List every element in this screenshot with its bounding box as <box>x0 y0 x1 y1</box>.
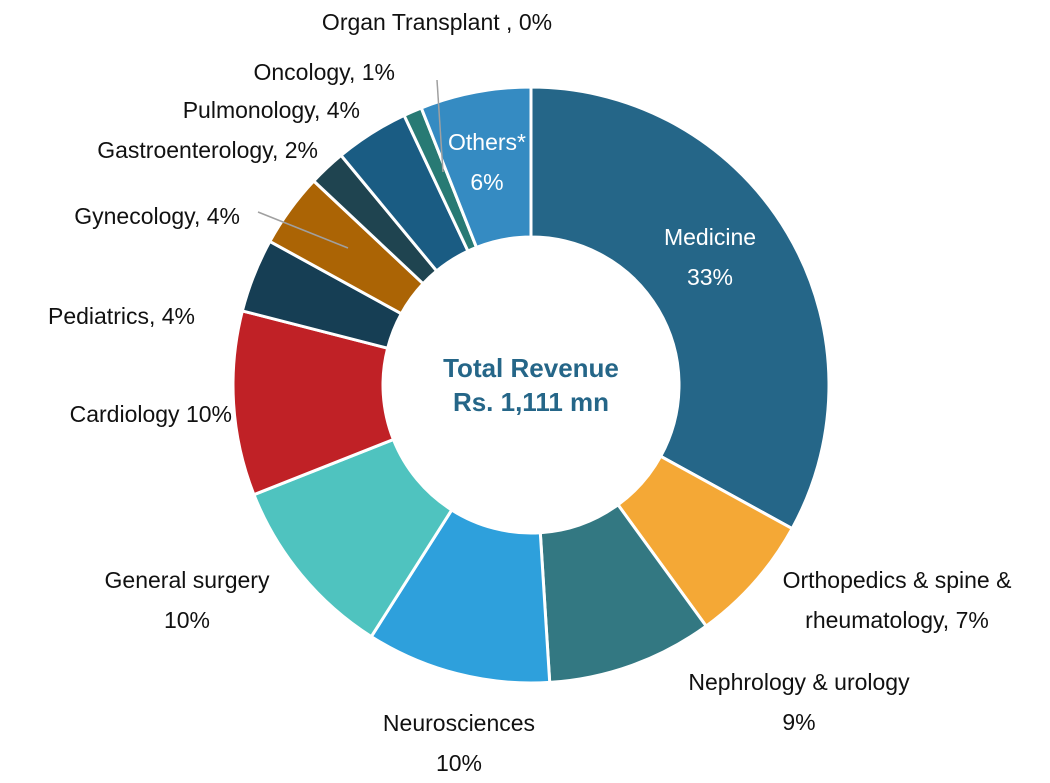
value-label: 1% <box>361 59 395 85</box>
category-name: Medicine <box>663 224 757 250</box>
slice-label: Medicine 33% <box>664 217 756 297</box>
value-label: 33% <box>686 264 734 290</box>
slice-label: Orthopedics & spine & rheumatology, 7% <box>742 560 1050 640</box>
slice-label: Cardiology 10% <box>70 394 232 434</box>
category-name: Cardiology <box>69 401 180 427</box>
category-name: Gynecology, <box>74 203 201 229</box>
category-name: Organ Transplant , <box>321 9 513 35</box>
category-name: Pulmonology, <box>182 97 321 123</box>
category-name: Orthopedics & spine & rheumatology, <box>782 567 1012 633</box>
slice-label: Gastroenterology, 2% <box>97 130 318 170</box>
slice-label: Nephrology & urology 9% <box>688 662 909 742</box>
category-name: Others* <box>448 129 526 155</box>
slice-label: Pediatrics, 4% <box>48 296 195 336</box>
slice-label: Gynecology, 4% <box>74 196 240 236</box>
center-label: Total Revenue Rs. 1,111 mn <box>443 351 619 419</box>
slice <box>529 85 831 531</box>
slice-label: Others* 6% <box>448 122 526 202</box>
leader-line <box>436 79 444 173</box>
slice <box>419 85 533 250</box>
value-label: 0% <box>518 9 553 35</box>
category-name: Gastroenterology, <box>97 137 279 163</box>
center-total: Rs. 1,111 mn <box>452 387 610 417</box>
category-name: Neurosciences <box>382 710 536 736</box>
value-label: 4% <box>161 303 195 329</box>
slice-label: Organ Transplant , 0% <box>322 2 552 42</box>
value-label: 6% <box>470 169 504 195</box>
slice-label: Oncology, 1% <box>254 52 396 92</box>
slice-label: General surgery 10% <box>105 560 270 640</box>
slice-label: Neurosciences 10% <box>383 703 535 783</box>
value-label: 10% <box>435 750 483 776</box>
value-label: 4% <box>326 97 360 123</box>
value-label: 9% <box>782 709 816 735</box>
value-label: 10% <box>163 607 211 633</box>
category-name: Pediatrics, <box>47 303 156 329</box>
value-label: 2% <box>284 137 318 163</box>
value-label: 7% <box>955 607 989 633</box>
category-name: Nephrology & urology <box>688 669 910 695</box>
center-title: Total Revenue <box>443 353 619 383</box>
leader-line <box>257 211 349 249</box>
category-name: General surgery <box>104 567 270 593</box>
value-label: 4% <box>206 203 240 229</box>
value-label: 10% <box>185 401 232 427</box>
slice-label: Pulmonology, 4% <box>183 90 360 130</box>
donut <box>231 85 831 685</box>
category-name: Oncology, <box>253 59 356 85</box>
